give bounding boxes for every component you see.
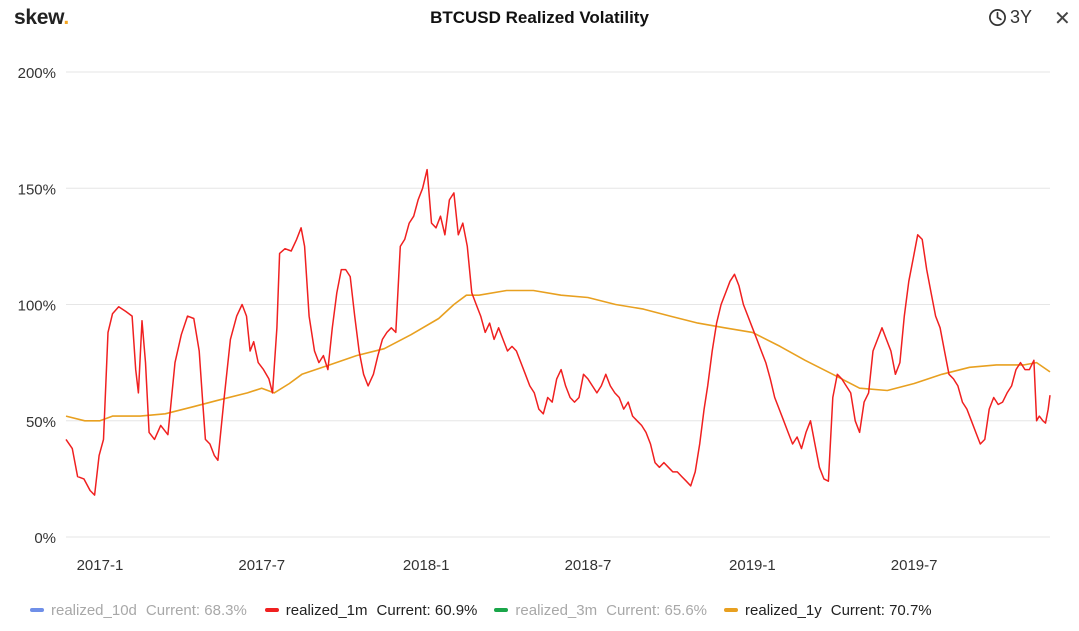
x-tick-label: 2017-1 [77,557,124,574]
skew-logo[interactable]: skew. [14,6,69,30]
logo-text: skew [14,6,64,29]
legend-series-name: realized_1m [285,601,368,619]
legend-series-name: realized_10d [51,601,137,619]
close-icon[interactable]: ✕ [1054,8,1071,30]
legend-current-value: Current: 65.6% [606,601,708,619]
x-tick-label: 2018-1 [403,557,450,574]
legend-swatch [724,608,739,612]
legend: realized_10d Current: 68.3% realized_1m … [0,598,1079,622]
legend-current-value: Current: 70.7% [830,601,932,619]
logo-dot: . [63,6,69,29]
legend-current-value: Current: 60.9% [376,601,478,619]
legend-current-value: Current: 68.3% [145,601,247,619]
x-tick-label: 2017-7 [238,557,285,574]
clock-icon [989,9,1006,26]
time-range-button[interactable]: 3Y [988,7,1032,28]
grid-lines [66,71,1050,538]
legend-item-realized-1y[interactable]: realized_1y Current: 70.7% [724,602,932,619]
legend-swatch [264,608,279,612]
y-tick-label: 200% [18,65,56,82]
chart-title: BTCUSD Realized Volatility [430,8,649,27]
series-line-realized-1y [65,289,1051,422]
x-axis: 2017-1 2017-7 2018-1 2018-7 2019-1 2019-7 [77,557,938,574]
legend-series-name: realized_3m [515,601,598,619]
y-tick-label: 0% [34,530,56,547]
legend-swatch [30,608,44,612]
y-tick-label: 150% [18,181,56,198]
legend-item-realized-3m[interactable]: realized_3m Current: 65.6% [494,602,707,619]
legend-series-name: realized_1y [745,601,822,619]
chart-plot: 0% 50% 100% 150% 200% 2017-1 2017-7 2018-1 2018… [18,65,1051,574]
y-axis: 0% 50% 100% 150% 200% [18,65,56,547]
legend-item-realized-1m[interactable]: realized_1m Current: 60.9% [264,601,478,619]
x-tick-label: 2019-1 [729,557,776,574]
series-lines [65,168,1051,496]
series-line-realized-1m [65,168,1051,496]
time-range-label: 3Y [1010,7,1033,27]
x-tick-label: 2019-7 [891,557,938,574]
legend-item-realized-10d[interactable]: realized_10d Current: 68.3% [30,602,247,619]
y-tick-label: 50% [26,414,56,431]
y-tick-label: 100% [18,298,56,315]
legend-swatch [494,608,509,612]
x-tick-label: 2018-7 [565,557,612,574]
chart-header: skew. BTCUSD Realized Volatility 3Y ✕ [0,0,1079,40]
